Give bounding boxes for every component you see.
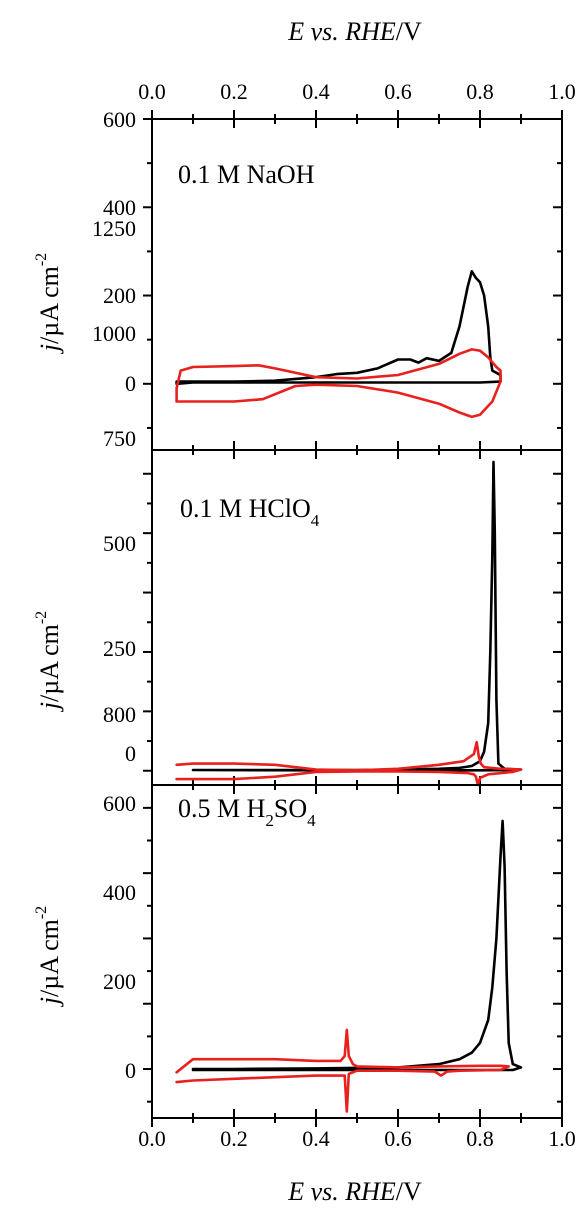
top-x-tick-label: 0.4 (302, 79, 330, 104)
panel-label: 0.5 M H2SO4 (178, 794, 316, 830)
top-x-tick-label: 0.6 (384, 79, 412, 104)
top-x-axis-title: E vs. RHE/V (287, 17, 422, 46)
curves (175, 270, 502, 419)
curves (175, 460, 523, 787)
cv-curve-red (175, 348, 502, 419)
plot-frame (151, 784, 563, 1119)
y-tick-label: 0 (125, 371, 136, 396)
bottom-x-tick-label: 0.0 (138, 1126, 166, 1151)
bottom-x-tick-label: 0.4 (302, 1126, 330, 1151)
bottom-x-tick-label: 0.2 (220, 1126, 248, 1151)
top-x-tick-labels: 0.0 0.2 0.4 0.6 0.8 1.0 (138, 79, 576, 104)
y-tick-label: 0 (125, 741, 136, 766)
axis-ticks (143, 785, 563, 1127)
axis-ticks (143, 110, 563, 450)
y-tick-label: 0 (125, 1058, 136, 1083)
panel-label: 0.1 M HClO4 (180, 494, 320, 530)
panel-label: 0.1 M NaOH (178, 160, 315, 189)
y-tick-label: 800 (103, 702, 136, 727)
bottom-x-tick-label: 0.6 (384, 1126, 412, 1151)
y-tick-label: 500 (103, 531, 136, 556)
cv-curve-black (191, 819, 523, 1072)
panel-hclo4: 0 250 500 750 1000 1250 j/µA cm-2 0.1 M … (33, 216, 563, 787)
y-tick-label: 600 (103, 791, 136, 816)
bottom-x-tick-labels: 0.0 0.2 0.4 0.6 0.8 1.0 (138, 1126, 576, 1151)
y-tick-label: 400 (103, 195, 136, 220)
y-tick-label: 600 (103, 107, 136, 132)
y-tick-label: 400 (103, 880, 136, 905)
panel-naoh: 0 200 400 600 j/µA cm-2 0.1 M NaOH (33, 107, 563, 451)
top-x-tick-label: 1.0 (548, 79, 576, 104)
y-axis-title: j/µA cm-2 (33, 611, 64, 712)
y-axis-title: j/µA cm-2 (33, 253, 64, 354)
top-x-tick-label: 0.8 (466, 79, 494, 104)
top-x-tick-label: 0.2 (220, 79, 248, 104)
bottom-x-tick-label: 0.8 (466, 1126, 494, 1151)
bottom-x-axis-title: E vs. RHE/V (287, 1177, 422, 1206)
y-tick-label: 200 (103, 283, 136, 308)
y-tick-label: 1250 (92, 216, 136, 241)
panel-h2so4: 0 200 400 600 800 j/µA cm-2 0.5 M H2SO4 (33, 702, 563, 1127)
y-tick-label: 750 (103, 426, 136, 451)
bottom-x-tick-label: 1.0 (548, 1126, 576, 1151)
y-tick-label: 1000 (92, 321, 136, 346)
cv-curve-red (175, 1028, 510, 1113)
y-axis-title: j/µA cm-2 (33, 906, 64, 1007)
y-tick-label: 250 (103, 636, 136, 661)
cv-curve-red (175, 740, 523, 787)
top-x-tick-label: 0.0 (138, 79, 166, 104)
curves (175, 819, 523, 1113)
y-tick-label: 200 (103, 969, 136, 994)
